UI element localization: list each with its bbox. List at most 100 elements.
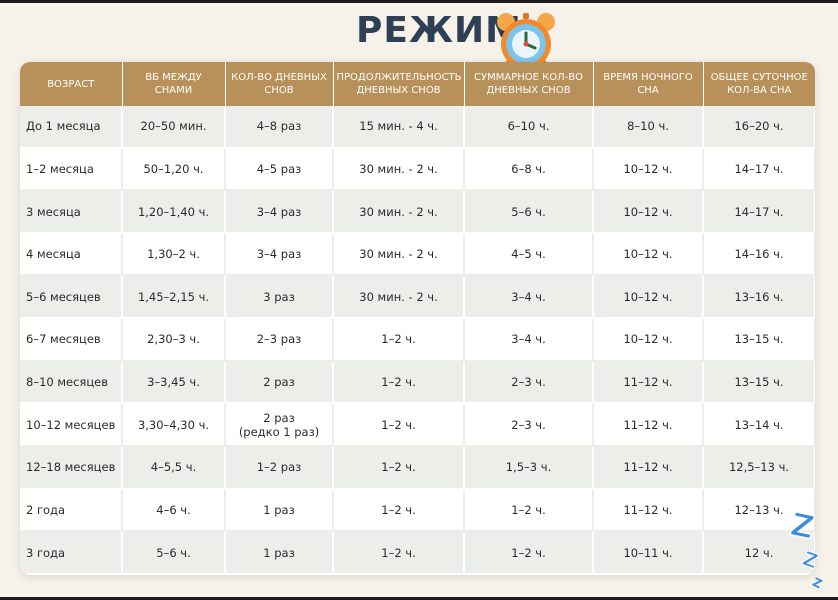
table-cell: 1–2 ч. [464,531,594,575]
table-cell: 4–5 ч. [464,232,594,277]
age-cell: До 1 месяца [20,106,123,149]
table-cell: 6–8 ч. [464,147,594,192]
column-header: ВБ МЕЖДУ СНАМИ [122,62,226,106]
table-cell: 11–12 ч. [593,403,704,447]
table-header-row: ВОЗРАСТ ВБ МЕЖДУ СНАМИ КОЛ-ВО ДНЕВНЫХ СНОВ… [20,62,815,106]
age-cell: 8–10 месяцев [20,360,123,405]
table-cell: 11–12 ч. [593,488,704,533]
table-cell: 3,30–4,30 ч. [122,403,226,447]
sleep-schedule-card: ВОЗРАСТ ВБ МЕЖДУ СНАМИ КОЛ-ВО ДНЕВНЫХ СНОВ… [20,62,815,575]
table-cell: 1,5–3 ч. [464,445,594,490]
column-header: ВОЗРАСТ [20,62,123,106]
table-row: 6–7 месяцев 2,30–3 ч. 2–3 раз 1–2 ч. 3–4 ч. 1… [20,318,815,362]
table-cell: 10–12 ч. [593,147,704,192]
table-cell: 11–12 ч. [593,445,704,490]
table-cell: 1–2 ч. [333,360,465,405]
sleep-schedule-table: ВОЗРАСТ ВБ МЕЖДУ СНАМИ КОЛ-ВО ДНЕВНЫХ СНОВ… [20,62,815,575]
column-header: СУММАРНОЕ КОЛ-ВО ДНЕВНЫХ СНОВ [464,62,594,106]
table-cell: 1–2 раз [225,445,334,490]
table-cell: 12,5–13 ч. [703,445,815,490]
table-cell: 14–17 ч. [703,147,815,192]
table-cell: 14–17 ч. [703,190,815,234]
table-cell: 4–6 ч. [122,488,226,533]
table-cell: 3–4 раз [225,232,334,277]
table-cell: 2–3 раз [225,318,334,362]
table-cell: 10–12 ч. [593,232,704,277]
age-cell: 4 месяца [20,232,123,277]
table-cell: 1,45–2,15 ч. [122,275,226,320]
table-cell: 5–6 ч. [464,190,594,234]
table-cell: 2–3 ч. [464,403,594,447]
table-cell: 15 мин. - 4 ч. [333,106,465,149]
table-cell: 13–15 ч. [703,318,815,362]
table-cell: 6–10 ч. [464,106,594,149]
age-cell: 3 года [20,531,123,575]
svg-text:Z: Z [787,505,818,547]
table-cell: 3 раз [225,275,334,320]
table-cell: 10–12 ч. [593,318,704,362]
table-cell: 3–4 раз [225,190,334,234]
table-cell: 16–20 ч. [703,106,815,149]
svg-text:Z: Z [810,575,824,590]
table-row: 1–2 месяца 50–1,20 ч. 4–5 раз 30 мин. - 2 ч… [20,147,815,192]
table-cell: 3–4 ч. [464,275,594,320]
table-cell: 13–14 ч. [703,403,815,447]
table-cell: 50–1,20 ч. [122,147,226,192]
table-cell: 30 мин. - 2 ч. [333,190,465,234]
table-cell: 1–2 ч. [333,318,465,362]
table-cell: 13–15 ч. [703,360,815,405]
table-cell: 30 мин. - 2 ч. [333,147,465,192]
table-cell: 13–16 ч. [703,275,815,320]
table-cell: 1–2 ч. [464,488,594,533]
table-cell: 14–16 ч. [703,232,815,277]
table-cell: 4–5 раз [225,147,334,192]
table-row: До 1 месяца 20–50 мин. 4–8 раз 15 мин. - 4 … [20,106,815,149]
column-header: ВРЕМЯ НОЧНОГО СНА [593,62,704,106]
table-cell: 1,20–1,40 ч. [122,190,226,234]
table-cell: 1,30–2 ч. [122,232,226,277]
table-cell: 20–50 мин. [122,106,226,149]
table-row: 10–12 месяцев 3,30–4,30 ч. 2 раз (редко 1 р… [20,403,815,447]
table-cell: 1 раз [225,488,334,533]
table-row: 4 месяца 1,30–2 ч. 3–4 раз 30 мин. - 2 ч. 4–… [20,232,815,277]
table-cell: 10–12 ч. [593,190,704,234]
zzz-icon: Z Z Z [786,505,824,590]
table-cell: 4–5,5 ч. [122,445,226,490]
table-cell: 30 мин. - 2 ч. [333,275,465,320]
alarm-clock-icon [497,13,555,72]
table-cell: 4–8 раз [225,106,334,149]
table-cell: 5–6 ч. [122,531,226,575]
table-cell: 1–2 ч. [333,531,465,575]
age-cell: 3 месяца [20,190,123,234]
table-cell: 11–12 ч. [593,360,704,405]
bottom-border [0,597,838,600]
table-cell: 1 раз [225,531,334,575]
table-row: 2 года 4–6 ч. 1 раз 1–2 ч. 1–2 ч. 11–12 ч. 12–… [20,488,815,533]
age-cell: 6–7 месяцев [20,318,123,362]
table-cell: 12–13 ч. [703,488,815,533]
table-cell: 30 мин. - 2 ч. [333,232,465,277]
column-header: КОЛ-ВО ДНЕВНЫХ СНОВ [225,62,334,106]
table-cell: 8–10 ч. [593,106,704,149]
table-cell: 2–3 ч. [464,360,594,405]
column-header: ПРОДОЛЖИТЕЛЬНОСТЬ ДНЕВНЫХ СНОВ [333,62,465,106]
table-row: 8–10 месяцев 3–3,45 ч. 2 раз 1–2 ч. 2–3 ч. 11… [20,360,815,405]
table-row: 12–18 месяцев 4–5,5 ч. 1–2 раз 1–2 ч. 1,5–3 … [20,445,815,490]
table-cell: 2 раз (редко 1 раз) [225,403,334,447]
table-cell: 2,30–3 ч. [122,318,226,362]
table-cell: 1–2 ч. [333,403,465,447]
table-row: 3 года 5–6 ч. 1 раз 1–2 ч. 1–2 ч. 10–11 ч. 12 … [20,531,815,575]
table-cell: 10–11 ч. [593,531,704,575]
table-body: До 1 месяца 20–50 мин. 4–8 раз 15 мин. - 4 … [20,106,815,575]
table-row: 3 месяца 1,20–1,40 ч. 3–4 раз 30 мин. - 2 ч… [20,190,815,234]
svg-text:Z: Z [799,546,821,574]
table-cell: 12 ч. [703,531,815,575]
page-title: РЕЖИМ [356,10,522,51]
age-cell: 10–12 месяцев [20,403,123,447]
age-cell: 2 года [20,488,123,533]
cell-note-text: (редко 1 раз) [238,424,320,439]
table-cell: 2 раз [225,360,334,405]
cell-main-text: 2 раз [263,410,295,425]
table-cell: 3–4 ч. [464,318,594,362]
table-cell: 1–2 ч. [333,445,465,490]
